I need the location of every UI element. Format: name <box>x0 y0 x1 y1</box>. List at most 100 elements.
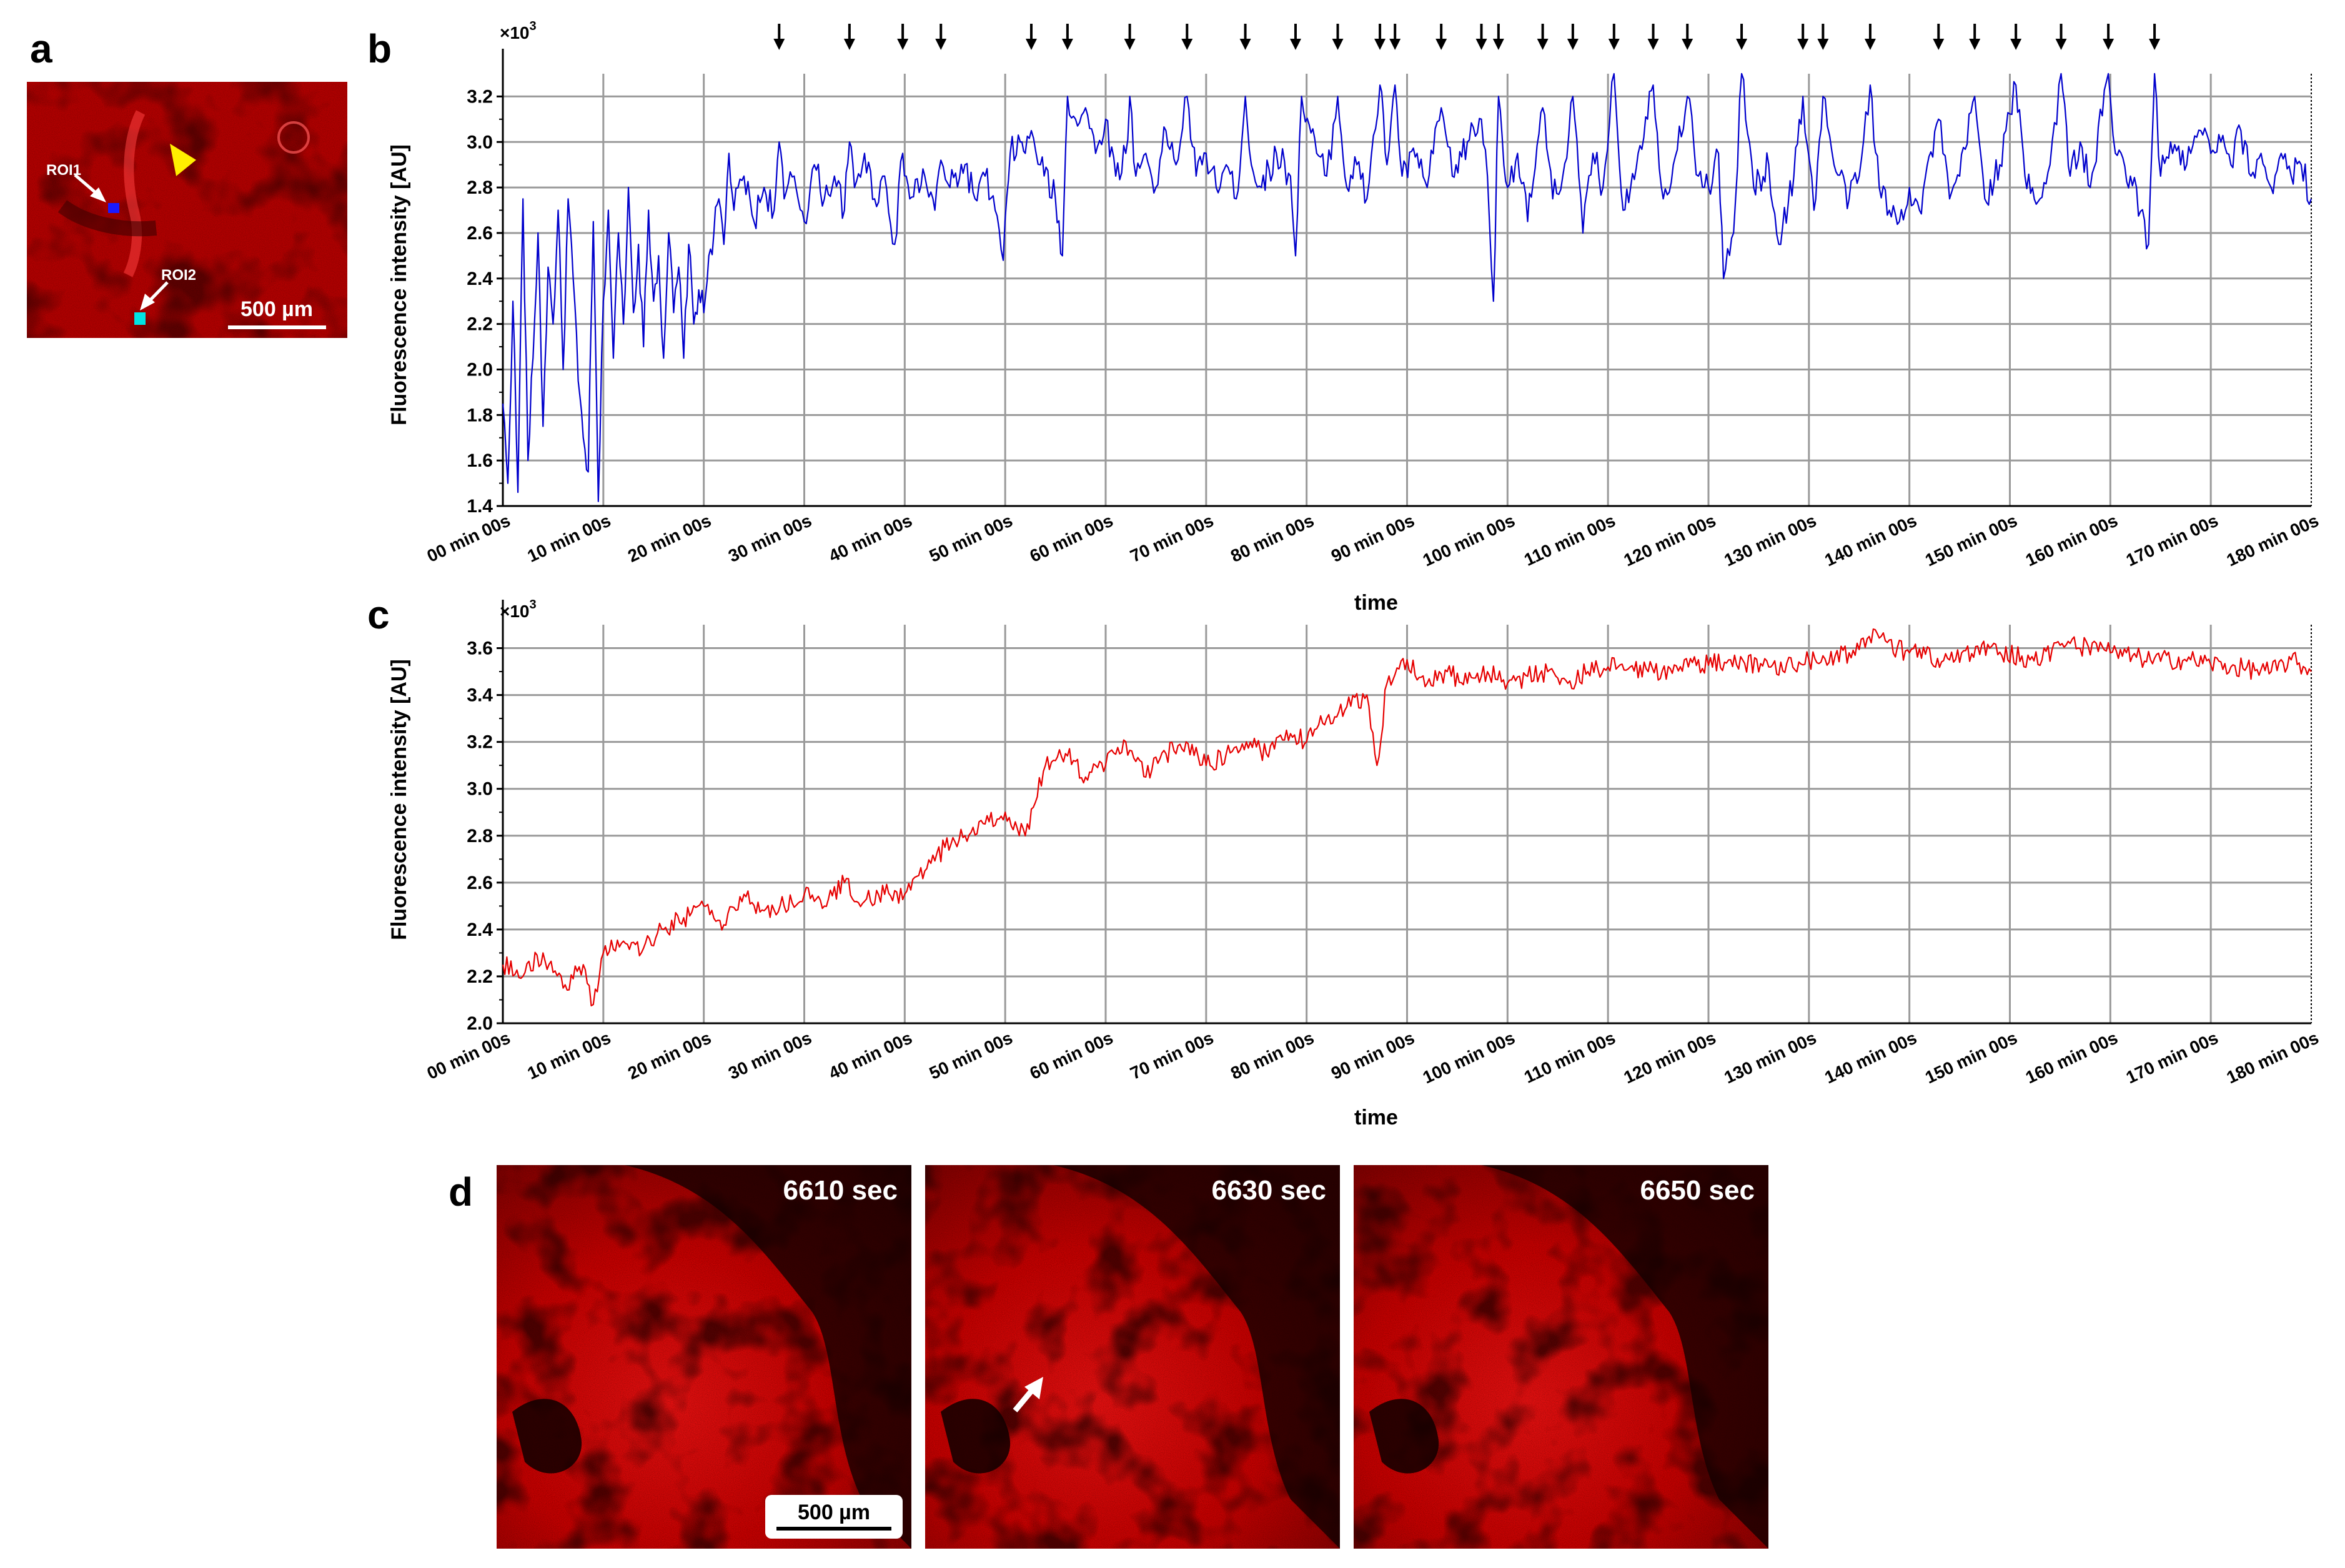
roi1-label: ROI1 <box>46 162 81 179</box>
peak-arrow-icon <box>1537 24 1549 50</box>
dark-region <box>57 200 157 237</box>
peak-arrow-icon <box>2103 24 2114 50</box>
tissue-structure <box>123 110 146 277</box>
chart-b-y-tick-label: 3.2 <box>467 86 493 107</box>
chart-b-y-tick-labels: 1.4 1.6 1.8 2.0 2.2 2.4 2.6 2.8 3.0 3.2 <box>467 86 493 517</box>
chart-c-series-line-roi2 <box>502 628 2312 1006</box>
roi2-label: ROI2 <box>161 267 196 284</box>
chart-b-x-tick-label: 100 min 00s <box>1420 510 1518 570</box>
chart-c-y-tick-label: 3.4 <box>467 685 493 706</box>
chart-c-x-tick-label: 70 min 00s <box>1127 1028 1216 1083</box>
chart-b-x-axis-label: time <box>1354 591 1398 615</box>
peak-arrow-icon <box>1969 24 1981 50</box>
chart-c-x-tick-label: 140 min 00s <box>1822 1028 1920 1087</box>
chart-b-x-tick-label: 110 min 00s <box>1521 510 1619 570</box>
peak-arrow-icon <box>2055 24 2067 50</box>
chart-b-x-tick-label: 120 min 00s <box>1621 510 1719 570</box>
panel-a-letter: a <box>30 26 52 71</box>
chart-b-x-tick-label: 10 min 00s <box>524 510 613 566</box>
roi2-marker <box>134 312 146 325</box>
chart-c-x-tick-label: 100 min 00s <box>1420 1028 1518 1087</box>
peak-arrow-icon <box>1475 24 1487 50</box>
panel-d-letter: d <box>449 1169 473 1214</box>
panel-d-frame-3: 6650 sec <box>1354 1165 1768 1549</box>
chart-c-y-tick-label: 3.6 <box>467 638 493 659</box>
frame-1-time-label: 6610 sec <box>783 1175 898 1206</box>
chart-b-y-tick-label: 2.2 <box>467 314 493 335</box>
chart-c-x-tick-label: 150 min 00s <box>1922 1028 2020 1087</box>
chart-c-x-tick-label: 110 min 00s <box>1521 1028 1619 1087</box>
panel-d-frame-2: 6630 sec <box>925 1165 1340 1549</box>
panel-d-frame-1: 6610 sec <box>497 1165 911 1549</box>
chart-c-x-tick-label: 60 min 00s <box>1027 1028 1116 1083</box>
chart-b-y-multiplier: ×103 <box>500 19 537 42</box>
chart-b-y-tick-label: 1.4 <box>467 496 493 517</box>
peak-arrow-icon <box>1435 24 1447 50</box>
peak-arrow-icon <box>1817 24 1829 50</box>
chart-c-y-multiplier: ×103 <box>500 598 537 621</box>
chart-b-peak-arrows <box>773 24 2161 50</box>
panel-a: a ROI1 ROI2 500 µm <box>27 26 347 338</box>
chart-c-x-tick-labels: 00 min 00s 10 min 00s 20 min 00s 30 min 00s… <box>424 1028 2322 1087</box>
peak-arrow-icon <box>1736 24 1748 50</box>
chart-b-x-tick-label: 180 min 00s <box>2224 510 2322 570</box>
peak-arrow-icon <box>1289 24 1301 50</box>
frame-2-time-label: 6630 sec <box>1211 1175 1326 1206</box>
chart-c-y-tick-label: 2.6 <box>467 873 493 893</box>
chart-c-x-tick-label: 80 min 00s <box>1227 1028 1317 1083</box>
panel-b-letter: b <box>367 26 392 71</box>
chart-b-y-tick-label: 1.6 <box>467 450 493 471</box>
chart-c-x-tick-label: 120 min 00s <box>1621 1028 1719 1087</box>
panel-a-scale-label: 500 µm <box>240 297 313 321</box>
chart-b-x-tick-label: 20 min 00s <box>625 510 714 566</box>
roi1-pointer-arrow <box>74 174 106 202</box>
chart-b-grid <box>497 49 2312 507</box>
chart-c-x-tick-label: 90 min 00s <box>1328 1028 1417 1083</box>
chart-c-x-tick-label: 30 min 00s <box>725 1028 815 1083</box>
peak-arrow-icon <box>843 24 855 50</box>
chart-c-x-tick-label: 160 min 00s <box>2023 1028 2121 1087</box>
chart-b-x-tick-label: 00 min 00s <box>424 510 513 566</box>
peak-arrow-icon <box>1374 24 1386 50</box>
peak-arrow-icon <box>1332 24 1344 50</box>
chart-c-x-tick-label: 130 min 00s <box>1721 1028 1819 1087</box>
peak-arrow-icon <box>1797 24 1809 50</box>
frame-3-time-label: 6650 sec <box>1640 1175 1755 1206</box>
chart-c: c ×103 2.0 2.2 2.4 2.6 2.8 3.0 3.2 3.4 3.6 00 mi… <box>367 592 2322 1129</box>
chart-b-x-tick-label: 70 min 00s <box>1127 510 1216 566</box>
chart-c-grid <box>497 600 2312 1025</box>
peak-arrow-icon <box>1181 24 1193 50</box>
chart-c-x-tick-label: 00 min 00s <box>424 1028 513 1083</box>
chart-c-x-tick-label: 50 min 00s <box>926 1028 1016 1083</box>
chart-b-y-tick-label: 2.8 <box>467 177 493 198</box>
chart-b-x-tick-labels: 00 min 00s 10 min 00s 20 min 00s 30 min 00s… <box>424 510 2322 570</box>
panel-a-image <box>27 82 347 338</box>
chart-b-y-tick-label: 2.0 <box>467 359 493 380</box>
peak-arrow-icon <box>1025 24 1037 50</box>
chart-b-x-tick-label: 160 min 00s <box>2023 510 2121 570</box>
peak-arrow-icon <box>2149 24 2161 50</box>
chart-b-x-tick-label: 90 min 00s <box>1328 510 1417 566</box>
chart-c-y-tick-label: 2.8 <box>467 826 493 846</box>
peak-arrow-icon <box>1124 24 1136 50</box>
chart-c-x-tick-label: 40 min 00s <box>826 1028 915 1083</box>
chart-b-y-tick-label: 1.8 <box>467 405 493 425</box>
peak-arrow-icon <box>1492 24 1504 50</box>
panel-d: d 6610 sec 6630 sec <box>449 1165 1768 1549</box>
chart-c-x-tick-label: 180 min 00s <box>2224 1028 2322 1087</box>
chart-c-x-axis-label: time <box>1354 1106 1398 1129</box>
chart-b-x-tick-label: 170 min 00s <box>2123 510 2221 570</box>
peak-arrow-icon <box>773 24 785 50</box>
frame-2-white-arrow-icon <box>1013 1377 1043 1412</box>
peak-arrow-icon <box>1061 24 1073 50</box>
panel-c-letter: c <box>367 592 390 637</box>
yellow-arrowhead-icon <box>170 144 196 176</box>
peak-arrow-icon <box>2010 24 2022 50</box>
chart-b-y-axis-label: Fluorescence intensity [AU] <box>387 144 411 425</box>
chart-c-x-tick-label: 10 min 00s <box>524 1028 613 1083</box>
chart-b: b ×103 1.4 1.6 1.8 2.0 2.2 2.4 2.6 2.8 3.0 3.2 00… <box>367 19 2322 615</box>
peak-arrow-icon <box>1608 24 1620 50</box>
chart-b-x-tick-label: 40 min 00s <box>826 510 915 566</box>
chart-b-x-tick-label: 140 min 00s <box>1822 510 1920 570</box>
chart-c-y-tick-label: 3.0 <box>467 779 493 800</box>
